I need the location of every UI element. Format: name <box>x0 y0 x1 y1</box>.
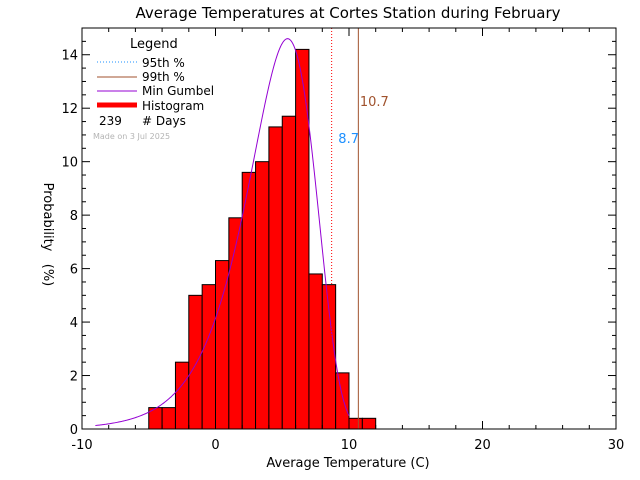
legend-gumbel-label: Min Gumbel <box>142 84 214 98</box>
x-tick-label: 10 <box>341 438 358 453</box>
chart-title: Average Temperatures at Cortes Station d… <box>135 4 560 22</box>
legend: Legend 95th % 99th % Min Gumbel Histogra… <box>97 37 214 128</box>
histogram-bars <box>148 48 377 430</box>
histogram-bar <box>174 361 190 430</box>
y-axis-label-top: Probability <box>40 183 55 252</box>
x-tick-label: 0 <box>211 438 219 453</box>
legend-histogram-label: Histogram <box>142 99 204 113</box>
legend-days-label: # Days <box>142 114 186 128</box>
histogram-bar <box>308 273 323 430</box>
legend-p95-label: 95th % <box>142 56 185 70</box>
x-axis-ticks: -10 0 10 20 30 <box>71 28 624 453</box>
gumbel-curve <box>95 38 350 427</box>
y-axis-label-bottom: (%) <box>40 264 55 287</box>
y-tick-label: 0 <box>70 423 78 438</box>
legend-days-count: 239 <box>99 114 122 128</box>
histogram-bar <box>335 372 350 430</box>
made-on-annotation: Made on 3 Jul 2025 <box>93 132 170 141</box>
histogram-bar <box>295 48 310 430</box>
y-tick-label: 14 <box>61 49 78 64</box>
histogram-bar <box>241 171 257 430</box>
y-axis-ticks: 0 2 4 6 8 10 12 14 <box>61 40 616 438</box>
histogram-bar <box>255 161 270 430</box>
x-tick-label: -10 <box>71 438 92 453</box>
y-tick-label: 8 <box>70 209 78 224</box>
y-tick-label: 2 <box>70 370 78 385</box>
y-tick-label: 12 <box>61 102 78 117</box>
p99-label: 10.7 <box>360 95 389 110</box>
legend-title: Legend <box>130 37 178 52</box>
x-tick-label: 30 <box>608 438 625 453</box>
histogram-bar <box>228 217 243 430</box>
y-tick-label: 10 <box>61 156 78 171</box>
y-tick-label: 4 <box>70 316 78 331</box>
histogram-bar <box>201 284 216 430</box>
legend-p99-label: 99th % <box>142 70 185 84</box>
y-tick-label: 6 <box>70 263 78 278</box>
x-axis-label: Average Temperature (C) <box>266 456 429 471</box>
histogram-bar <box>348 417 363 430</box>
histogram-bar <box>361 417 377 430</box>
histogram-bar <box>215 260 230 430</box>
histogram-bar <box>188 294 203 430</box>
p95-label: 8.7 <box>338 132 359 147</box>
histogram-bar <box>268 126 283 430</box>
x-tick-label: 20 <box>474 438 491 453</box>
histogram-bar <box>281 115 297 430</box>
histogram-bar <box>161 407 176 430</box>
